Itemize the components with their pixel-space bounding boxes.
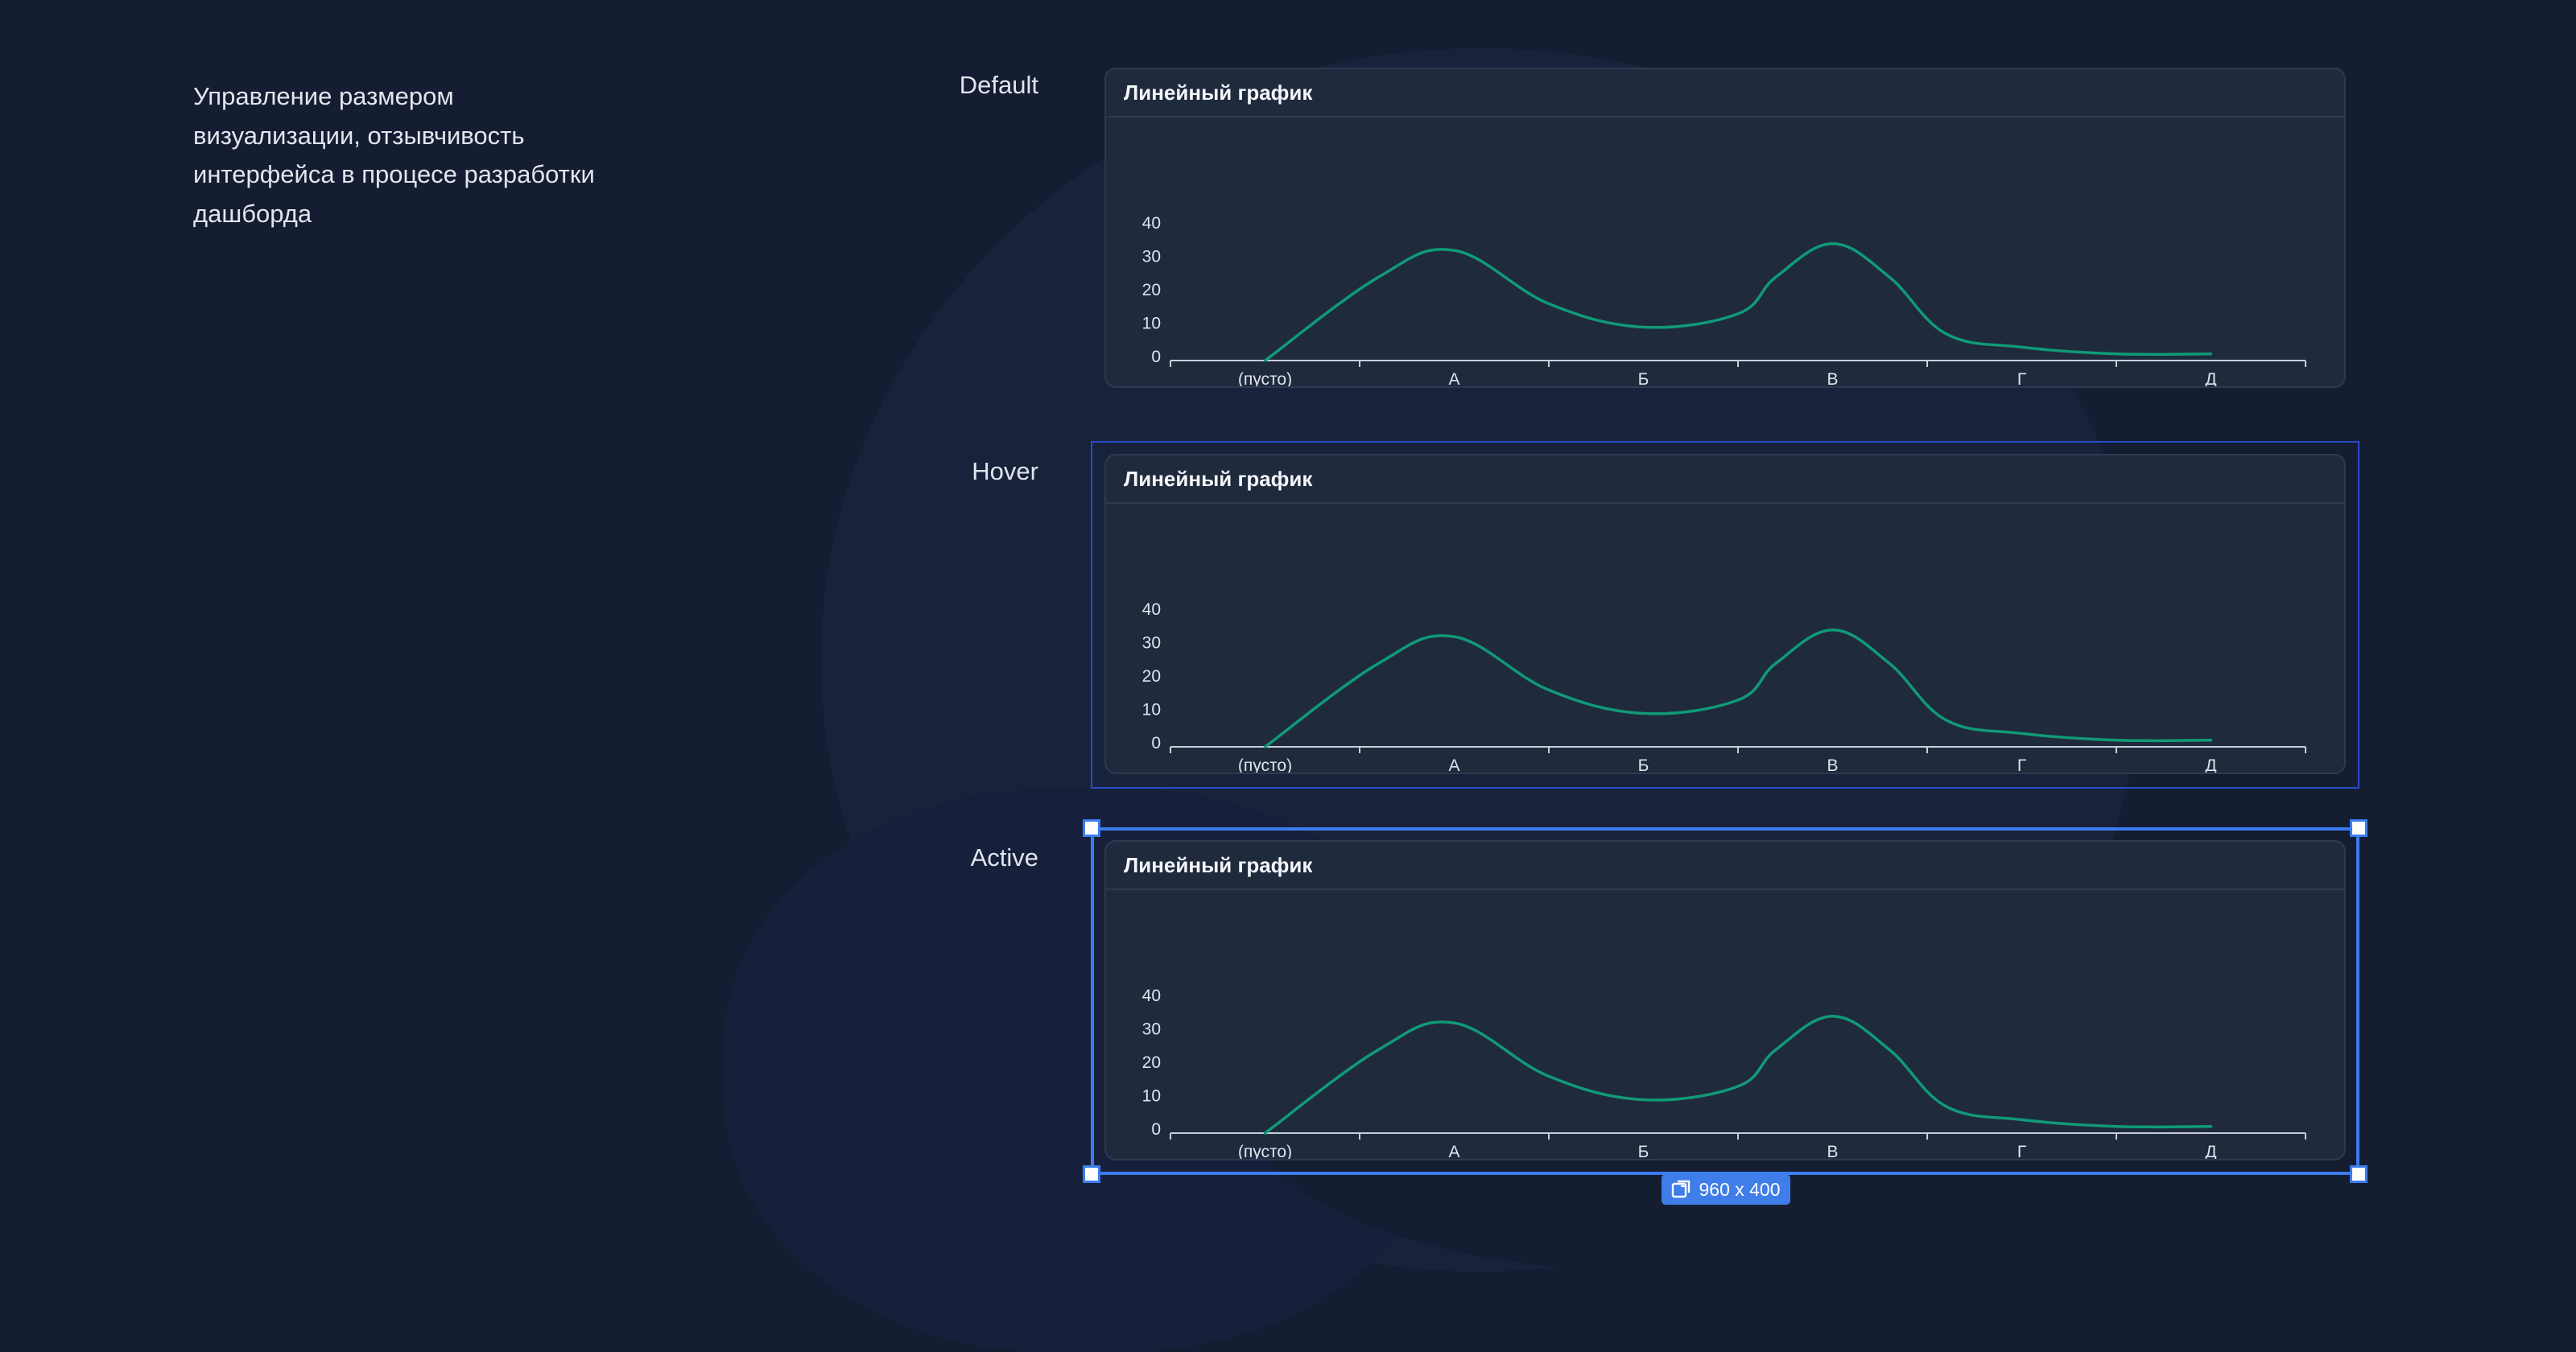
panel-title: Линейный график bbox=[1124, 80, 1313, 105]
panel-header: Линейный график bbox=[1106, 69, 2344, 117]
resize-handle-bottom-right[interactable] bbox=[2350, 1165, 2368, 1183]
panel-title: Линейный график bbox=[1124, 466, 1313, 491]
x-tick-label: (пусто) bbox=[1238, 756, 1292, 773]
resize-handle-bottom-left[interactable] bbox=[1083, 1165, 1100, 1183]
series-line bbox=[1263, 1015, 2213, 1135]
x-tick-label: В bbox=[1827, 756, 1838, 773]
x-tick-label: Б bbox=[1638, 756, 1649, 773]
selection-outline[interactable] bbox=[1091, 827, 2359, 1175]
y-tick-label: 0 bbox=[1151, 348, 1161, 366]
x-tick-label: Г bbox=[2017, 756, 2026, 773]
size-badge-label: 960 x 400 bbox=[1699, 1178, 1781, 1200]
line-chart: 0 10 20 30 40 (пусто) А Б В Г Д bbox=[1142, 987, 2306, 1159]
x-tick-label: Б bbox=[1638, 370, 1649, 386]
x-tick-label: В bbox=[1827, 370, 1838, 386]
x-tick-label: (пусто) bbox=[1238, 1143, 1292, 1159]
resize-handle-top-left[interactable] bbox=[1083, 819, 1100, 837]
y-tick-label: 20 bbox=[1142, 1053, 1161, 1072]
resize-icon bbox=[1671, 1180, 1692, 1199]
y-tick-label: 40 bbox=[1142, 214, 1161, 233]
state-label-default: Default bbox=[959, 71, 1038, 99]
x-tick-label: Г bbox=[2017, 370, 2026, 386]
x-tick-label: Г bbox=[2017, 1143, 2026, 1159]
x-tick-label: (пусто) bbox=[1238, 370, 1292, 386]
y-tick-label: 30 bbox=[1142, 634, 1161, 653]
y-tick-label: 10 bbox=[1142, 315, 1161, 333]
chart-panel-hover[interactable]: Линейный график 0 10 20 30 40 (пусто) А Б В Г Д bbox=[1104, 454, 2346, 774]
y-tick-label: 30 bbox=[1142, 248, 1161, 266]
y-tick-label: 20 bbox=[1142, 667, 1161, 686]
hover-outline bbox=[1091, 441, 2359, 789]
state-label-hover: Hover bbox=[972, 457, 1038, 485]
y-tick-label: 10 bbox=[1142, 1087, 1161, 1106]
line-chart: 0 10 20 30 40 (пусто) А Б В Г Д bbox=[1142, 214, 2306, 386]
resize-handle-top-right[interactable] bbox=[2350, 819, 2368, 837]
y-tick-label: 30 bbox=[1142, 1020, 1161, 1039]
y-tick-label: 10 bbox=[1142, 701, 1161, 719]
y-tick-label: 40 bbox=[1142, 600, 1161, 619]
description-text: Управление размером визуализации, отзывч… bbox=[193, 82, 595, 228]
x-tick-label: Б bbox=[1638, 1143, 1649, 1159]
x-tick-label: Д bbox=[2205, 370, 2216, 386]
size-badge: 960 x 400 bbox=[1662, 1174, 1790, 1205]
line-chart: 0 10 20 30 40 (пусто) А Б В Г Д bbox=[1142, 600, 2306, 773]
panel-header: Линейный график bbox=[1106, 842, 2344, 890]
y-tick-label: 0 bbox=[1151, 1120, 1161, 1139]
x-tick-label: В bbox=[1827, 1143, 1838, 1159]
series-line bbox=[1263, 242, 2213, 362]
y-tick-label: 40 bbox=[1142, 987, 1161, 1005]
chart-panel-default[interactable]: Линейный график 0 10 20 30 40 (пусто) А Б В Г Д bbox=[1104, 68, 2346, 388]
x-tick-label: А bbox=[1448, 756, 1459, 773]
panel-title: Линейный график bbox=[1124, 852, 1313, 877]
state-label-active: Active bbox=[970, 843, 1038, 872]
y-tick-label: 20 bbox=[1142, 281, 1161, 299]
x-tick-label: А bbox=[1448, 370, 1459, 386]
x-tick-label: А bbox=[1448, 1143, 1459, 1159]
series-line bbox=[1263, 629, 2213, 748]
y-tick-label: 0 bbox=[1151, 734, 1161, 752]
chart-panel-active[interactable]: Линейный график 0 10 20 30 40 (пусто) А Б В Г Д bbox=[1104, 840, 2346, 1160]
panel-header: Линейный график bbox=[1106, 455, 2344, 504]
x-tick-label: Д bbox=[2205, 1143, 2216, 1159]
x-tick-label: Д bbox=[2205, 756, 2216, 773]
